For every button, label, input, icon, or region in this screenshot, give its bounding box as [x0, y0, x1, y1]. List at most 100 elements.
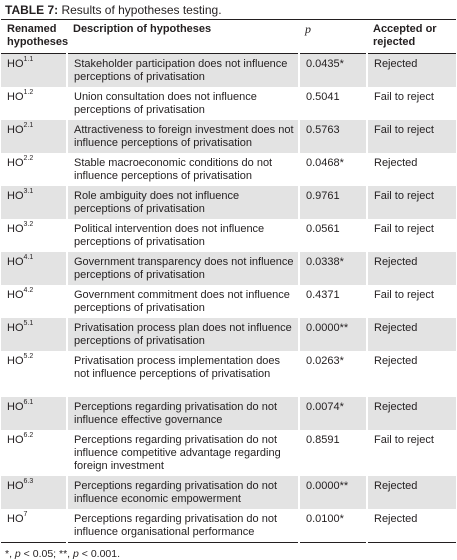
- cell-description: Perceptions regarding privatisation do n…: [66, 476, 299, 509]
- cell-renamed: HO3.1: [1, 186, 67, 219]
- cell-description: Union consultation does not influence pe…: [66, 87, 299, 120]
- cell-description: Attractiveness to foreign investment doe…: [66, 120, 299, 153]
- cell-description: Privatisation process plan does not infl…: [66, 318, 299, 351]
- cell-p-value: 0.0000**: [298, 318, 367, 351]
- table-row: HO1.2 Union consultation does not influen…: [1, 87, 456, 120]
- cell-p-value: 0.0468*: [298, 153, 367, 186]
- cell-description: Perceptions regarding privatisation do n…: [66, 397, 299, 430]
- table-caption-text: Results of hypotheses testing.: [58, 3, 222, 17]
- column-header-renamed: Renamed hypotheses: [1, 20, 68, 54]
- table-footnote: *, p < 0.05; **, p < 0.001.: [1, 543, 456, 560]
- table-row: HO5.1 Privatisation process plan does not…: [1, 318, 456, 351]
- cell-description: Role ambiguity does not influence percep…: [66, 186, 299, 219]
- hypothesis-code-index: 3.2: [23, 221, 34, 229]
- cell-renamed: HO1.2: [1, 87, 67, 120]
- table-row: HO7 Perceptions regarding privatisation d…: [1, 509, 456, 543]
- cell-status: Rejected: [366, 153, 456, 186]
- hypothesis-code-index: 4.1: [23, 254, 34, 262]
- cell-renamed: HO7: [1, 509, 67, 543]
- table-row: HO4.1 Government transparency does not in…: [1, 252, 456, 285]
- hypothesis-code: HO: [7, 434, 24, 446]
- cell-status: Rejected: [366, 351, 456, 397]
- table-row: HO6.1 Perceptions regarding privatisation…: [1, 397, 456, 430]
- column-header-p: p: [299, 20, 367, 54]
- table-row: HO6.3 Perceptions regarding privatisation…: [1, 476, 456, 509]
- hypothesis-code-index: 6.2: [23, 432, 34, 440]
- cell-renamed: HO5.1: [1, 318, 67, 351]
- cell-renamed: HO6.1: [1, 397, 67, 430]
- cell-p-value: 0.0074*: [298, 397, 367, 430]
- table-row: HO3.1 Role ambiguity does not influence p…: [1, 186, 456, 219]
- cell-p-value: 0.5041: [298, 87, 367, 120]
- table-caption: TABLE 7: Results of hypotheses testing.: [1, 1, 456, 20]
- cell-status: Rejected: [366, 476, 456, 509]
- hypothesis-code-index: 3.1: [23, 188, 34, 196]
- footnote-star1: *,: [5, 548, 15, 560]
- table-row: HO1.1 Stakeholder participation does not …: [1, 53, 456, 87]
- cell-description: Perceptions regarding privatisation do n…: [66, 509, 299, 543]
- hypothesis-code-index: 2.1: [23, 122, 34, 130]
- cell-p-value: 0.9761: [298, 186, 367, 219]
- cell-status: Rejected: [366, 397, 456, 430]
- hypothesis-code-index: 1.2: [23, 89, 34, 97]
- cell-status: Fail to reject: [366, 285, 456, 318]
- hypothesis-code: HO: [7, 223, 24, 235]
- hypotheses-table: Renamed hypotheses Description of hypoth…: [1, 20, 456, 543]
- hypothesis-code-index: 7: [23, 511, 28, 519]
- cell-description: Privatisation process implementation doe…: [66, 351, 299, 397]
- hypothesis-code: HO: [7, 401, 24, 413]
- hypothesis-code: HO: [7, 322, 24, 334]
- cell-p-value: 0.0000**: [298, 476, 367, 509]
- cell-status: Fail to reject: [366, 120, 456, 153]
- hypothesis-code-index: 5.1: [23, 320, 34, 328]
- footnote-p1: p: [14, 548, 21, 560]
- cell-status: Fail to reject: [366, 430, 456, 476]
- cell-status: Fail to reject: [366, 186, 456, 219]
- cell-p-value: 0.0435*: [298, 53, 367, 87]
- hypothesis-code: HO: [7, 355, 24, 367]
- cell-renamed: HO5.2: [1, 351, 67, 397]
- footnote-val2: < 0.001.: [78, 548, 121, 560]
- footnote-p2: p: [73, 548, 79, 560]
- cell-renamed: HO1.1: [1, 53, 67, 87]
- cell-p-value: 0.4371: [298, 285, 367, 318]
- table-caption-label: TABLE 7:: [5, 3, 59, 17]
- hypothesis-code: HO: [7, 91, 24, 103]
- footnote-val1: < 0.05; **,: [20, 548, 74, 560]
- hypothesis-code-index: 5.2: [23, 353, 34, 361]
- cell-p-value: 0.0263*: [298, 351, 367, 397]
- cell-renamed: HO2.2: [1, 153, 67, 186]
- column-header-status: Accepted or rejected: [367, 20, 456, 54]
- cell-p-value: 0.8591: [298, 430, 367, 476]
- cell-description: Government transparency does not influen…: [66, 252, 299, 285]
- cell-p-value: 0.5763: [298, 120, 367, 153]
- cell-status: Rejected: [366, 318, 456, 351]
- hypothesis-code: HO: [7, 157, 24, 169]
- cell-renamed: HO6.3: [1, 476, 67, 509]
- hypothesis-code-index: 6.1: [23, 399, 34, 407]
- cell-renamed: HO3.2: [1, 219, 67, 252]
- table-body: HO1.1 Stakeholder participation does not …: [1, 53, 456, 543]
- cell-status: Rejected: [366, 53, 456, 87]
- cell-p-value: 0.0100*: [298, 509, 367, 543]
- cell-description: Perceptions regarding privatisation do n…: [66, 430, 299, 476]
- hypothesis-code: HO: [7, 58, 24, 70]
- hypothesis-code: HO: [7, 513, 24, 525]
- cell-renamed: HO6.2: [1, 430, 67, 476]
- cell-p-value: 0.0338*: [298, 252, 367, 285]
- hypothesis-code-index: 6.3: [23, 478, 34, 486]
- cell-status: Rejected: [366, 252, 456, 285]
- cell-description: Stable macroeconomic conditions do not i…: [66, 153, 299, 186]
- hypothesis-code: HO: [7, 256, 24, 268]
- hypothesis-code-index: 1.1: [23, 56, 34, 64]
- cell-p-value: 0.0561: [298, 219, 367, 252]
- cell-status: Fail to reject: [366, 87, 456, 120]
- table-row: HO3.2 Political intervention does not inf…: [1, 219, 456, 252]
- cell-renamed: HO4.1: [1, 252, 67, 285]
- table-row: HO2.2 Stable macroeconomic conditions do …: [1, 153, 456, 186]
- column-header-description: Description of hypotheses: [67, 20, 299, 54]
- hypothesis-code: HO: [7, 289, 24, 301]
- cell-status: Fail to reject: [366, 219, 456, 252]
- cell-status: Rejected: [366, 509, 456, 543]
